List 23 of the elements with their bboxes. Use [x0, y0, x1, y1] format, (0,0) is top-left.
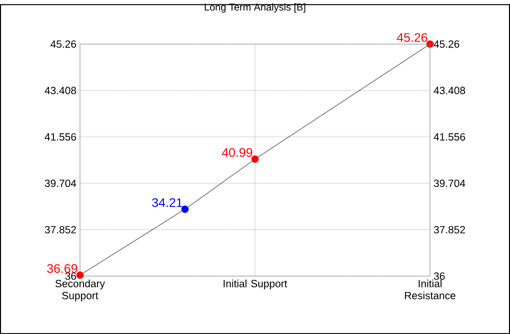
y2-tick-label: 43.408 [434, 86, 466, 94]
annotation: 45.26 [396, 33, 428, 42]
y2-tick-label: 36 [434, 272, 445, 280]
y-tick-label: 37.852 [44, 226, 76, 234]
y-tick-label: 39.704 [44, 180, 76, 187]
y-tick-label: 41.556 [44, 133, 76, 141]
y-tick-label: 45.26 [50, 40, 76, 48]
y-tick-label: 36 [65, 272, 76, 280]
y2-tick-label: 37.852 [434, 226, 465, 234]
point [181, 205, 189, 213]
y-tick-label: 43.408 [44, 86, 76, 94]
x-tick-label: Initial Support [224, 280, 288, 290]
y2-tick-label: 45.26 [434, 40, 460, 48]
point [251, 155, 259, 163]
x-tick-label: Secondary Support [55, 280, 105, 302]
chart-title: Long Term Analysis [B] [204, 3, 306, 13]
y2-tick-label: 39.704 [434, 180, 466, 187]
annotation: 40.99 [222, 148, 252, 157]
y2-tick-label: 41.556 [434, 133, 466, 141]
x-tick-label: Initial Resistance [404, 280, 456, 300]
annotation: 34.21 [152, 198, 182, 207]
point [76, 271, 84, 279]
annotation: 36.69 [47, 264, 78, 273]
